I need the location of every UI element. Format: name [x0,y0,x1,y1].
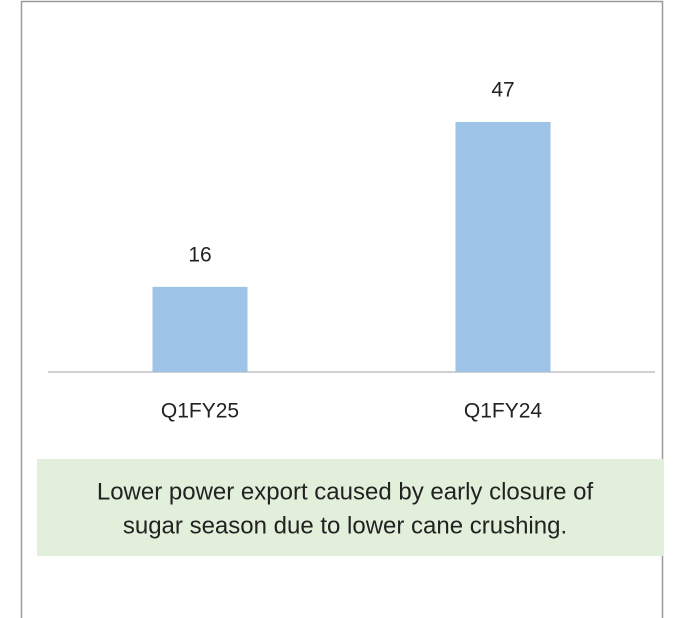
value-label: 16 [188,243,211,266]
x-tick-label: Q1FY24 [464,400,543,423]
frame [20,0,664,618]
bar [455,121,551,373]
annotation-line: Lower power export caused by early closu… [97,478,594,505]
annotation-box [37,459,664,556]
value-label: 47 [491,79,514,102]
annotation-line: sugar season due to lower cane crushing. [123,512,567,539]
bar [152,286,248,372]
x-tick-label: Q1FY25 [161,400,239,423]
